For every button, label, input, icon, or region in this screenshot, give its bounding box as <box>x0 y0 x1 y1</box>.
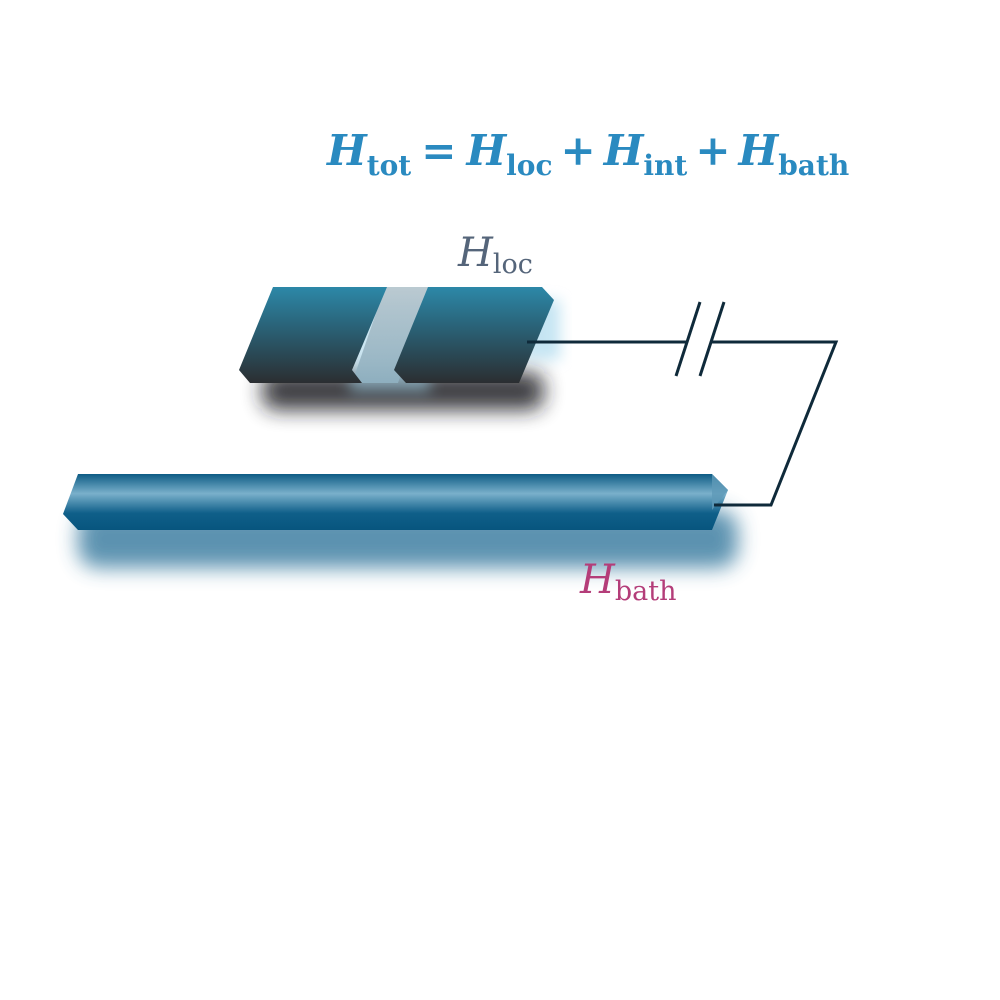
capacitor-plate-left <box>674 301 702 377</box>
eq-plus-1: + <box>561 126 596 175</box>
eq-term-bath-sub: bath <box>778 149 849 182</box>
eq-lhs-symbol: H <box>326 126 368 175</box>
eq-equals: = <box>421 126 456 175</box>
loc-label-symbol: H <box>457 230 494 276</box>
bath-lead-end-facet <box>712 474 728 510</box>
local-hamiltonian-label: Hloc <box>457 230 533 280</box>
eq-term-bath-symbol: H <box>738 126 780 175</box>
wire-to-bath <box>712 340 839 507</box>
bath-lead <box>63 474 728 530</box>
eq-term-int-sub: int <box>643 149 687 182</box>
eq-term-loc-symbol: H <box>465 126 507 175</box>
eq-term-int-symbol: H <box>603 126 645 175</box>
total-hamiltonian-equation: Htot = Hloc + Hint + Hbath <box>326 126 849 182</box>
bath-label-sub: bath <box>615 576 677 607</box>
left-dot-block <box>239 287 387 383</box>
capacitor-plate-right <box>698 301 726 377</box>
right-dot-block <box>394 287 554 383</box>
coupling-wire <box>527 301 839 507</box>
tunnel-barrier <box>352 287 430 383</box>
bath-label-symbol: H <box>579 557 616 603</box>
eq-plus-2: + <box>695 126 730 175</box>
eq-term-loc-sub: loc <box>506 149 552 182</box>
bath-hamiltonian-label: Hbath <box>579 557 677 607</box>
loc-label-sub: loc <box>493 249 533 280</box>
eq-lhs-sub: tot <box>367 149 412 182</box>
